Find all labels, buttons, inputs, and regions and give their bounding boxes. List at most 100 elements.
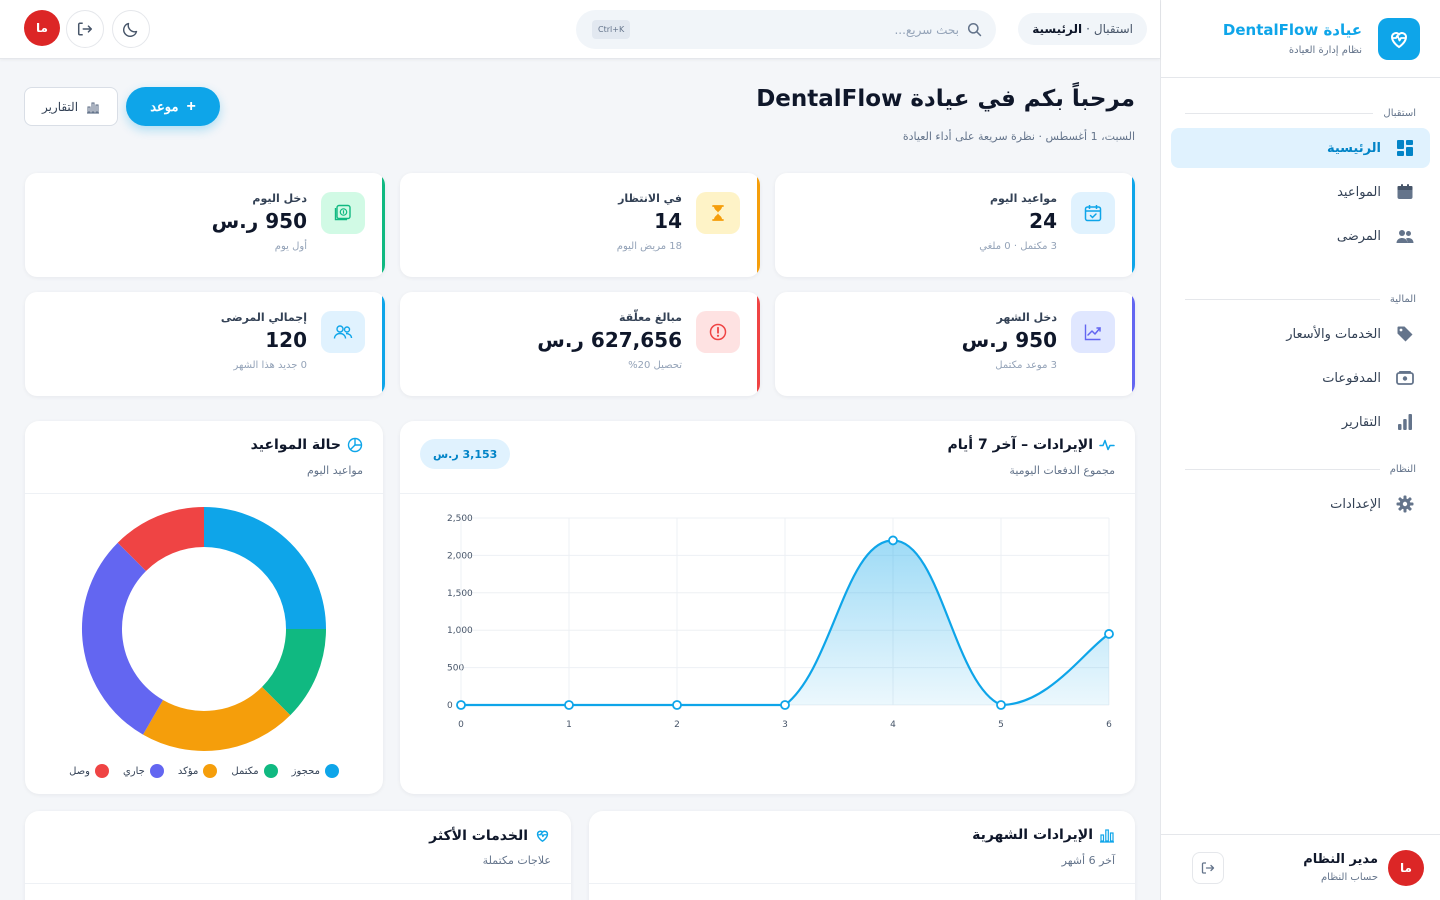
legend-label: محجوز <box>291 765 320 777</box>
search-box[interactable]: Ctrl+K <box>576 10 996 49</box>
legend-item[interactable]: مكتمل <box>231 764 278 778</box>
card-subtitle: علاجات مكتملة <box>482 854 551 867</box>
breadcrumb-parent[interactable]: استقبال <box>1093 22 1133 36</box>
money-icon <box>321 192 365 234</box>
sidebar-item-services[interactable]: الخدمات والأسعار <box>1171 314 1430 354</box>
calendar-check-icon <box>1071 192 1115 234</box>
data-point[interactable] <box>888 535 898 546</box>
revenue-chart-card: الإيرادات – آخر 7 أيام مجموع الدفعات الي… <box>400 421 1135 794</box>
x-tick-label: 0 <box>458 720 464 730</box>
legend-item[interactable]: محجوز <box>292 764 339 778</box>
stat-value: 950 ر.س <box>961 328 1057 352</box>
new-appointment-label: موعد <box>150 98 179 114</box>
data-point[interactable] <box>996 700 1006 710</box>
donut-slice[interactable] <box>82 542 164 735</box>
sidebar-item-label: المدفوعات <box>1322 370 1381 386</box>
sidebar-item-home[interactable]: الرئيسية <box>1171 128 1430 168</box>
theme-toggle-button[interactable] <box>112 10 150 48</box>
appointment-status-donut <box>82 507 326 751</box>
avatar: ما <box>1388 849 1424 886</box>
data-point[interactable] <box>456 700 466 710</box>
legend-label: جاري <box>122 765 145 777</box>
hourglass-icon <box>696 192 740 234</box>
legend-swatch <box>263 764 278 778</box>
users-icon <box>1395 226 1415 246</box>
card-subtitle: آخر 6 أشهر <box>1061 854 1115 867</box>
reports-label: التقارير <box>41 99 79 114</box>
pie-chart-icon <box>347 437 363 453</box>
stat-card-month-income[interactable]: دخل الشهر 950 ر.س 3 موعد مكتمل <box>775 292 1135 396</box>
stat-label: مواعيد اليوم <box>989 192 1057 205</box>
legend-label: مؤكد <box>177 765 199 777</box>
donut-slice[interactable] <box>261 628 326 716</box>
y-tick-label: 0 <box>447 701 453 711</box>
donut-slice[interactable] <box>143 686 291 751</box>
sidebar-item-patients[interactable]: المرضى <box>1171 216 1430 256</box>
card-title: الخدمات الأكثر <box>429 827 528 844</box>
donut-slice[interactable] <box>203 507 326 630</box>
legend-label: مكتمل <box>231 765 259 777</box>
data-point[interactable] <box>780 700 790 710</box>
legend-item[interactable]: وصل <box>69 764 109 778</box>
user-role: حساب النظام <box>1320 872 1378 883</box>
page-title: مرحباً بكم في عيادة DentalFlow <box>756 86 1135 112</box>
user-avatar-button[interactable]: ما <box>24 10 60 46</box>
stat-card-waiting[interactable]: في الانتظار 14 18 مريض اليوم <box>400 173 760 277</box>
data-point[interactable] <box>1104 629 1114 639</box>
stat-accent-bar <box>757 292 760 396</box>
reports-button[interactable]: التقارير <box>24 87 118 126</box>
sidebar-item-settings[interactable]: الإعدادات <box>1171 484 1430 524</box>
sidebar-nav: استقبال الرئيسية المواعيد المرضى المالية… <box>1161 78 1440 524</box>
sidebar-item-reports[interactable]: التقارير <box>1171 402 1430 442</box>
logout-button[interactable] <box>1192 851 1224 884</box>
stat-value: 120 <box>265 328 307 352</box>
sidebar-item-appointments[interactable]: المواعيد <box>1171 172 1430 212</box>
legend-swatch <box>94 764 109 778</box>
stat-card-total-patients[interactable]: إجمالي المرضى 120 0 جديد هذا الشهر <box>25 292 385 396</box>
x-tick-label: 4 <box>890 720 896 730</box>
nav-section-title: استقبال <box>1383 107 1416 119</box>
logout-icon <box>1201 861 1215 874</box>
y-tick-label: 1,000 <box>447 626 473 636</box>
sidebar-item-payments[interactable]: المدفوعات <box>1171 358 1430 398</box>
data-point[interactable] <box>564 700 574 710</box>
bar-chart-icon <box>87 101 100 114</box>
stat-note: أول يوم <box>274 241 307 252</box>
data-point[interactable] <box>672 700 682 710</box>
logout-top-button[interactable] <box>66 10 104 48</box>
legend-item[interactable]: مؤكد <box>178 764 218 778</box>
sidebar-item-label: التقارير <box>1341 414 1381 430</box>
breadcrumb: استقبال · الرئيسية <box>1018 13 1147 45</box>
sidebar: عيادة DentalFlow نظام إدارة العيادة استق… <box>1160 0 1440 900</box>
stat-value: 627,656 ر.س <box>537 328 682 352</box>
y-tick-label: 1,500 <box>447 589 473 599</box>
stat-card-today-income[interactable]: دخل اليوم 950 ر.س أول يوم <box>25 173 385 277</box>
patients-icon <box>321 311 365 353</box>
nav-section-reception: استقبال <box>1185 104 1416 122</box>
sidebar-item-label: الإعدادات <box>1330 496 1381 512</box>
stat-card-pending-amounts[interactable]: مبالغ معلّقة 627,656 ر.س تحصيل 20% <box>400 292 760 396</box>
stat-label: إجمالي المرضى <box>220 311 307 324</box>
stat-label: في الانتظار <box>618 192 682 205</box>
topbar: استقبال · الرئيسية Ctrl+K ما <box>0 0 1160 59</box>
revenue-area <box>461 540 1109 705</box>
sidebar-item-label: المرضى <box>1336 228 1381 244</box>
stat-accent-bar <box>382 292 385 396</box>
x-tick-label: 1 <box>566 720 572 730</box>
donut-slice[interactable] <box>117 507 205 572</box>
legend-item[interactable]: جاري <box>123 764 164 778</box>
alert-icon <box>696 311 740 353</box>
sidebar-item-label: الخدمات والأسعار <box>1286 326 1381 342</box>
revenue-line-chart: 0 500 1,000 1,500 2,000 2,500 0 1 2 3 4 5 6 <box>447 514 1114 730</box>
heart-pulse-icon <box>1378 17 1420 60</box>
x-tick-label: 3 <box>782 720 788 730</box>
x-tick-label: 5 <box>998 720 1004 730</box>
new-appointment-button[interactable]: + موعد <box>126 87 220 126</box>
plus-icon: + <box>186 97 196 115</box>
legend-swatch <box>203 764 218 778</box>
sidebar-item-label: المواعيد <box>1337 184 1381 200</box>
stat-accent-bar <box>1132 292 1135 396</box>
stat-accent-bar <box>382 173 385 277</box>
stat-card-today-appointments[interactable]: مواعيد اليوم 24 3 مكتمل · 0 ملغي <box>775 173 1135 277</box>
search-input[interactable] <box>638 22 959 37</box>
